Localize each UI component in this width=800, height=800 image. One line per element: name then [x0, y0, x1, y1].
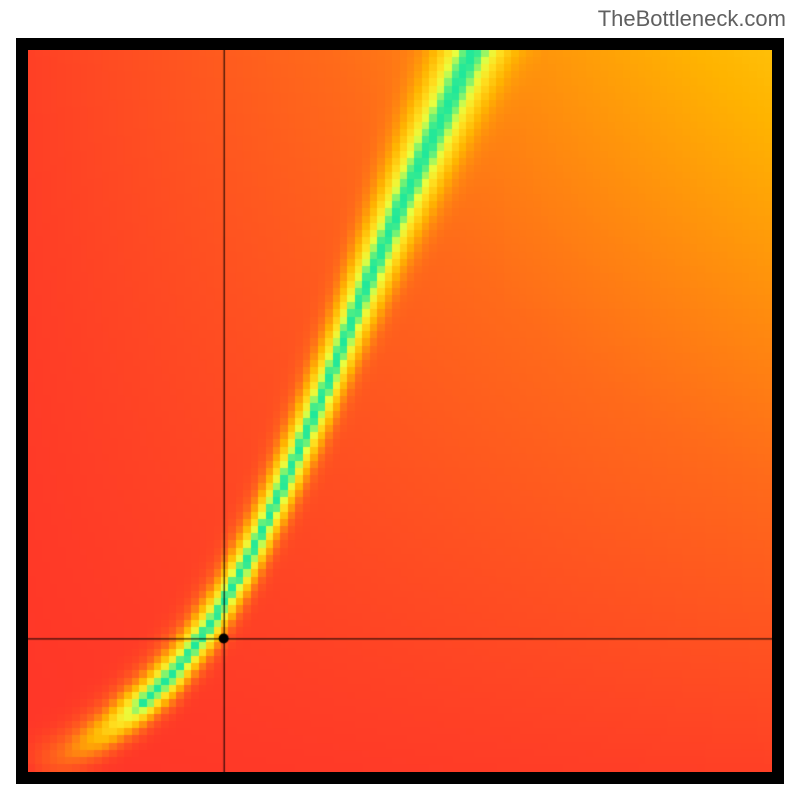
chart-frame — [16, 38, 784, 784]
plot-area — [28, 50, 772, 772]
heatmap-canvas — [28, 50, 772, 772]
watermark-text: TheBottleneck.com — [598, 6, 786, 32]
